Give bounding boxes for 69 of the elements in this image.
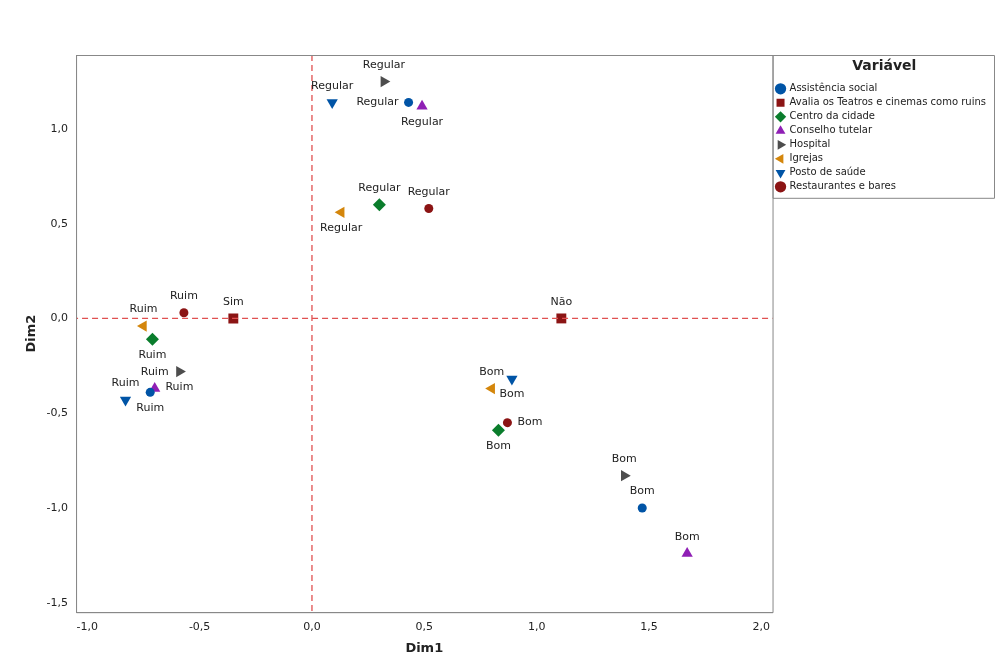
point [491,423,505,437]
annotation: Ruim [129,302,158,316]
point [416,99,428,110]
legend-label: Posto de saúde [789,166,866,178]
annotation: Ruim [136,400,165,414]
annotation: Ruim [111,376,140,390]
point [334,206,345,218]
point [424,204,434,214]
annotation: Ruim [169,289,198,303]
annotation: Regular [400,114,444,128]
point [228,313,239,324]
annotation: Regular [311,78,354,92]
annotation: Bom [499,387,525,401]
point [372,198,386,212]
legend-label: Centro da cidade [789,110,876,122]
y-tick-label: -0,5 [46,406,69,420]
y-tick-label: -1,5 [46,595,69,609]
annotation: Bom [611,452,637,466]
legend-label: Igrejas [789,152,823,164]
annotation: Bom [517,415,543,429]
annotation: Bom [479,364,505,378]
annotation: Regular [407,184,451,198]
point [176,365,186,378]
legend-title: Variável [852,56,917,73]
y-tick-label: 1,0 [50,121,69,135]
point [681,546,693,557]
point [621,470,631,482]
annotation: Ruim [138,347,167,361]
y-tick-label: 0,5 [50,216,69,230]
legend-label: Restaurantes e bares [789,180,896,192]
legend-label: Conselho tutelar [789,124,873,136]
annotation: Regular [362,57,406,71]
x-tick-label: 1,5 [640,619,658,633]
annotation: Bom [629,484,655,498]
point [326,99,338,109]
point [502,418,512,428]
annotation: Bom [674,529,700,543]
x-tick-label: -1,0 [76,619,99,633]
x-tick-label: 0,5 [415,619,434,633]
point [380,75,391,88]
annotation: Regular [356,94,400,108]
point [485,382,495,395]
x-axis-title: Dim1 [405,639,444,655]
annotation: Bom [485,438,511,452]
point [119,396,132,407]
legend-label: Assistência social [789,82,878,94]
y-axis-title: Dim2 [23,314,39,353]
point [145,332,159,346]
point [556,313,567,324]
point [179,308,189,318]
x-tick-label: 0,0 [303,619,321,633]
point [637,503,647,513]
x-tick-label: 1,0 [527,619,546,633]
annotation: Sim [222,294,244,308]
point [506,375,518,386]
annotation: Não [550,294,573,308]
y-tick-label: -1,0 [46,500,69,514]
x-tick-label: -0,5 [188,619,211,633]
annotation: Ruim [165,379,194,393]
legend-label: Avalia os Teatros e cinemas como ruins [789,96,986,108]
annotation: Regular [358,181,401,195]
x-tick-label: 2,0 [752,619,771,633]
annotation: Regular [320,220,363,234]
annotation: Ruim [140,364,169,378]
point [145,387,155,397]
point [136,320,147,332]
y-tick-label: 0,0 [50,311,69,325]
point [404,97,414,107]
legend-label: Hospital [789,138,831,150]
